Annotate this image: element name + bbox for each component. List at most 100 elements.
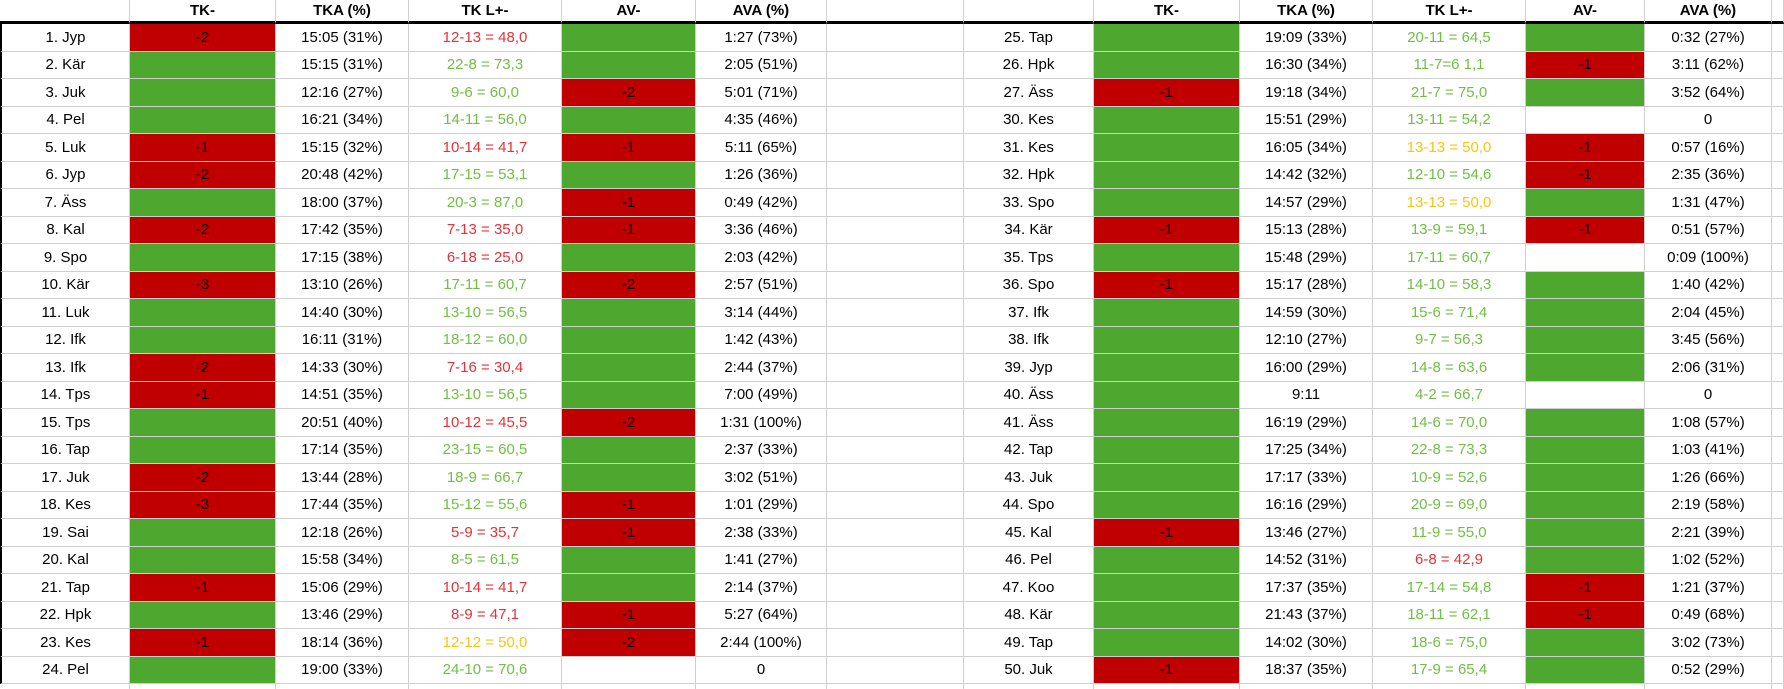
left-row-label-cell[interactable]: 17. Juk xyxy=(0,464,130,492)
right-ava-cell[interactable]: 3:11 (62%) xyxy=(1645,51,1772,79)
right-row-label-cell[interactable]: 50. Juk xyxy=(964,656,1094,684)
right-tk-minus-cell[interactable] xyxy=(1094,464,1240,492)
left-row-label-cell[interactable]: 7. Äss xyxy=(0,189,130,217)
left-tk-minus-cell[interactable] xyxy=(130,299,276,327)
left-ava-cell[interactable]: 1:31 (100%) xyxy=(696,409,827,437)
left-tka-cell[interactable]: 17:44 (35%) xyxy=(276,491,409,519)
left-row-label-cell[interactable]: 2. Kär xyxy=(0,51,130,79)
right-av-minus-cell[interactable]: -1 xyxy=(1526,161,1645,189)
right-tka-cell[interactable]: 16:05 (34%) xyxy=(1240,134,1373,162)
right-ava-cell[interactable]: 0:57 (16%) xyxy=(1645,134,1772,162)
left-av-minus-cell[interactable]: -2 xyxy=(562,79,696,107)
left-row-label-cell[interactable]: 11. Luk xyxy=(0,299,130,327)
left-ava-cell[interactable]: 1:27 (73%) xyxy=(696,24,827,52)
right-row-label-cell[interactable]: 31. Kes xyxy=(964,134,1094,162)
right-tk-l-cell[interactable]: 12-10 = 54,6 xyxy=(1373,161,1526,189)
left-av-minus-cell[interactable]: -2 xyxy=(562,629,696,657)
left-tka-cell[interactable]: 17:42 (35%) xyxy=(276,216,409,244)
left-tk-l-cell[interactable]: 15-12 = 55,6 xyxy=(409,491,562,519)
right-tka-cell[interactable]: 15:51 (29%) xyxy=(1240,106,1373,134)
right-row-label-cell[interactable]: 43. Juk xyxy=(964,464,1094,492)
left-av-minus-cell[interactable]: -2 xyxy=(562,271,696,299)
left-tka-cell[interactable]: 12:18 (26%) xyxy=(276,519,409,547)
left-tka-cell[interactable]: 15:05 (31%) xyxy=(276,24,409,52)
right-corner-header-cell[interactable] xyxy=(964,0,1094,24)
right-tk-minus-cell[interactable] xyxy=(1094,51,1240,79)
right-col-header-tk-l[interactable]: TK L+- xyxy=(1373,0,1526,24)
right-ava-cell[interactable]: 0 xyxy=(1645,381,1772,409)
left-tka-cell[interactable]: 13:46 (29%) xyxy=(276,601,409,629)
right-tk-l-cell[interactable]: 13-9 = 59,1 xyxy=(1373,216,1526,244)
left-tka-cell[interactable]: 14:33 (30%) xyxy=(276,354,409,382)
left-col-header-ava-pct[interactable]: AVA (%) xyxy=(696,0,827,24)
right-tk-minus-cell[interactable] xyxy=(1094,491,1240,519)
left-ava-cell[interactable]: 3:02 (51%) xyxy=(696,464,827,492)
right-row-label-cell[interactable]: 26. Hpk xyxy=(964,51,1094,79)
right-tk-minus-cell[interactable] xyxy=(1094,106,1240,134)
right-row-label-cell[interactable]: 32. Hpk xyxy=(964,161,1094,189)
left-av-minus-cell[interactable]: -1 xyxy=(562,519,696,547)
left-ava-cell[interactable]: 2:44 (100%) xyxy=(696,629,827,657)
left-tk-minus-cell[interactable]: -1 xyxy=(130,574,276,602)
right-tk-minus-cell[interactable] xyxy=(1094,326,1240,354)
right-tk-l-cell[interactable]: 14-10 = 58,3 xyxy=(1373,271,1526,299)
right-tk-minus-cell[interactable] xyxy=(1094,436,1240,464)
left-tk-l-cell[interactable]: 13-10 = 56,5 xyxy=(409,299,562,327)
right-row-label-cell[interactable]: 39. Jyp xyxy=(964,354,1094,382)
left-row-label-cell[interactable]: 1. Jyp xyxy=(0,24,130,52)
right-tk-l-cell[interactable]: 11-7=6 1,1 xyxy=(1373,51,1526,79)
right-tka-cell[interactable]: 15:13 (28%) xyxy=(1240,216,1373,244)
right-row-label-cell[interactable]: 49. Tap xyxy=(964,629,1094,657)
left-tk-minus-cell[interactable]: -1 xyxy=(130,134,276,162)
left-av-minus-cell[interactable]: -1 xyxy=(562,601,696,629)
left-tka-cell[interactable]: 15:58 (34%) xyxy=(276,546,409,574)
left-ava-cell[interactable]: 2:38 (33%) xyxy=(696,519,827,547)
left-av-minus-cell[interactable] xyxy=(562,244,696,272)
left-ava-cell[interactable]: 5:27 (64%) xyxy=(696,601,827,629)
left-row-label-cell[interactable]: 18. Kes xyxy=(0,491,130,519)
right-tk-minus-cell[interactable] xyxy=(1094,381,1240,409)
right-tka-cell[interactable]: 17:25 (34%) xyxy=(1240,436,1373,464)
right-av-minus-cell[interactable]: -1 xyxy=(1526,574,1645,602)
left-ava-cell[interactable]: 5:11 (65%) xyxy=(696,134,827,162)
right-row-label-cell[interactable]: 37. Ifk xyxy=(964,299,1094,327)
right-tk-minus-cell[interactable] xyxy=(1094,189,1240,217)
left-row-label-cell[interactable]: 15. Tps xyxy=(0,409,130,437)
left-tka-cell[interactable]: 18:00 (37%) xyxy=(276,189,409,217)
right-av-minus-cell[interactable] xyxy=(1526,299,1645,327)
left-row-label-cell[interactable]: 3. Juk xyxy=(0,79,130,107)
left-ava-cell[interactable]: 2:05 (51%) xyxy=(696,51,827,79)
left-tk-l-cell[interactable]: 18-12 = 60,0 xyxy=(409,326,562,354)
left-tk-l-cell[interactable]: 10-12 = 45,5 xyxy=(409,409,562,437)
right-av-minus-cell[interactable] xyxy=(1526,409,1645,437)
right-tka-cell[interactable]: 17:37 (35%) xyxy=(1240,574,1373,602)
right-ava-cell[interactable]: 1:40 (42%) xyxy=(1645,271,1772,299)
left-tk-l-cell[interactable]: 10-14 = 41,7 xyxy=(409,574,562,602)
left-row-label-cell[interactable]: 24. Pel xyxy=(0,656,130,684)
left-tka-cell[interactable]: 12:16 (27%) xyxy=(276,79,409,107)
left-av-minus-cell[interactable]: -2 xyxy=(562,409,696,437)
right-ava-cell[interactable]: 1:31 (47%) xyxy=(1645,189,1772,217)
right-row-label-cell[interactable]: 35. Tps xyxy=(964,244,1094,272)
right-col-header-av-minus[interactable]: AV- xyxy=(1526,0,1645,24)
right-tka-cell[interactable]: 14:52 (31%) xyxy=(1240,546,1373,574)
right-ava-cell[interactable]: 2:35 (36%) xyxy=(1645,161,1772,189)
left-av-minus-cell[interactable] xyxy=(562,354,696,382)
left-tk-l-cell[interactable]: 18-9 = 66,7 xyxy=(409,464,562,492)
left-tk-minus-cell[interactable] xyxy=(130,409,276,437)
right-tk-l-cell[interactable]: 17-14 = 54,8 xyxy=(1373,574,1526,602)
right-tk-minus-cell[interactable]: -1 xyxy=(1094,656,1240,684)
right-tka-cell[interactable]: 19:09 (33%) xyxy=(1240,24,1373,52)
left-tk-l-cell[interactable]: 17-11 = 60,7 xyxy=(409,271,562,299)
left-row-label-cell[interactable]: 9. Spo xyxy=(0,244,130,272)
left-tk-l-cell[interactable]: 23-15 = 60,5 xyxy=(409,436,562,464)
right-tk-minus-cell[interactable] xyxy=(1094,244,1240,272)
right-row-label-cell[interactable]: 42. Tap xyxy=(964,436,1094,464)
right-tka-cell[interactable]: 16:00 (29%) xyxy=(1240,354,1373,382)
right-tk-l-cell[interactable]: 10-9 = 52,6 xyxy=(1373,464,1526,492)
left-tka-cell[interactable]: 15:15 (32%) xyxy=(276,134,409,162)
left-tk-l-cell[interactable]: 12-13 = 48,0 xyxy=(409,24,562,52)
left-ava-cell[interactable]: 3:14 (44%) xyxy=(696,299,827,327)
left-col-header-tka-pct[interactable]: TKA (%) xyxy=(276,0,409,24)
left-tk-l-cell[interactable]: 12-12 = 50,0 xyxy=(409,629,562,657)
